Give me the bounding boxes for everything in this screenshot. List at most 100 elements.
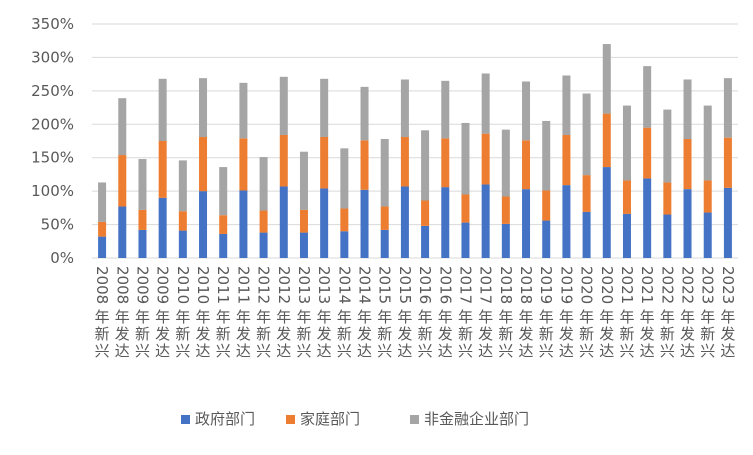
x-tick-label-year: 2013 — [295, 266, 313, 304]
x-tick-label-char: 年 — [216, 308, 231, 326]
x-tick-label-char: 发 — [599, 325, 614, 343]
x-tick-label-char: 年 — [720, 308, 735, 326]
bar-segment — [441, 138, 450, 188]
x-tick-label-char: 达 — [680, 342, 695, 360]
bar-segment — [562, 185, 571, 258]
bar-segment — [421, 130, 430, 201]
bar-segment — [178, 230, 187, 258]
x-tick-label-char: 兴 — [296, 342, 311, 360]
x-tick-label-char: 年 — [680, 308, 695, 326]
x-tick-label-char: 年 — [478, 308, 493, 326]
bar-segment — [340, 148, 349, 209]
bar-segment — [138, 159, 147, 210]
legend-swatch — [181, 415, 190, 424]
y-tick-label: 250% — [31, 82, 74, 100]
x-tick-label-year: 2012 — [275, 266, 293, 304]
x-tick-label-year: 2014 — [335, 266, 353, 304]
x-tick-label-char: 新 — [95, 325, 110, 343]
x-tick-label-char: 达 — [317, 342, 332, 360]
x-tick-label-char: 新 — [296, 325, 311, 343]
x-tick-label-char: 年 — [438, 308, 453, 326]
bar-segment — [703, 212, 712, 258]
bar-segment — [320, 136, 329, 189]
x-tick-label-char: 年 — [397, 308, 412, 326]
y-tick-label: 0% — [50, 249, 74, 267]
x-tick-label-char: 达 — [438, 342, 453, 360]
y-tick-label: 350% — [31, 15, 74, 33]
x-tick-label-char: 兴 — [175, 342, 190, 360]
bar-segment — [400, 79, 409, 137]
x-tick-label-char: 达 — [720, 342, 735, 360]
bar-segment — [118, 155, 127, 207]
x-tick-label-char: 年 — [619, 308, 634, 326]
x-tick-label-char: 年 — [115, 308, 130, 326]
gridlines — [92, 23, 738, 259]
bar-segment — [441, 80, 450, 139]
bar-segment — [340, 231, 349, 258]
x-tick-label-char: 达 — [115, 342, 130, 360]
x-tick-label-char: 达 — [519, 342, 534, 360]
x-tick-label-char: 达 — [559, 342, 574, 360]
bar-segment — [299, 209, 308, 233]
bar-segment — [138, 229, 147, 258]
bar-segment — [622, 180, 631, 214]
x-tick-label-year: 2011 — [234, 266, 252, 304]
x-tick-label-char: 新 — [135, 325, 150, 343]
x-tick-label-year: 2018 — [497, 266, 515, 304]
bar-segment — [663, 109, 672, 183]
x-tick-label-char: 兴 — [619, 342, 634, 360]
x-tick-label-char: 兴 — [377, 342, 392, 360]
bar-segment — [602, 167, 611, 258]
bar-segment — [562, 75, 571, 135]
x-tick-label-year: 2023 — [699, 266, 717, 304]
x-tick-label-char: 年 — [236, 308, 251, 326]
legend-swatch — [410, 415, 419, 424]
bar-segment — [562, 134, 571, 186]
bar-segment — [400, 186, 409, 258]
y-tick-label: 200% — [31, 115, 74, 133]
bar-segment — [602, 113, 611, 168]
x-tick-label-char: 发 — [236, 325, 251, 343]
bar-segment — [703, 180, 712, 213]
x-tick-label-char: 年 — [175, 308, 190, 326]
bar-segment — [622, 213, 631, 258]
x-tick-label-year: 2009 — [133, 266, 151, 304]
x-tick-label-char: 年 — [579, 308, 594, 326]
bar-segment — [239, 82, 248, 139]
x-tick-label-year: 2014 — [356, 266, 374, 304]
bar-segment — [360, 140, 369, 190]
x-tick-label-year: 2017 — [477, 266, 495, 304]
bar-segment — [98, 182, 107, 222]
bar-segment — [259, 232, 268, 258]
bar-segment — [522, 140, 531, 190]
x-tick-label-year: 2015 — [396, 266, 414, 304]
x-tick-label-char: 年 — [377, 308, 392, 326]
x-tick-label-char: 年 — [640, 308, 655, 326]
x-tick-label-year: 2019 — [537, 266, 555, 304]
x-tick-label-year: 2017 — [456, 266, 474, 304]
bar-segment — [421, 200, 430, 226]
x-tick-label-char: 新 — [700, 325, 715, 343]
x-tick-label-char: 新 — [377, 325, 392, 343]
x-tick-label-year: 2011 — [214, 266, 232, 304]
x-tick-label-char: 兴 — [498, 342, 513, 360]
x-tick-label-char: 新 — [337, 325, 352, 343]
x-tick-label-year: 2023 — [719, 266, 737, 304]
x-tick-label-year: 2010 — [194, 266, 212, 304]
x-tick-label-char: 兴 — [216, 342, 231, 360]
x-tick-label-char: 发 — [720, 325, 735, 343]
x-tick-label-year: 2008 — [93, 266, 111, 304]
bar-segment — [158, 141, 167, 198]
y-tick-label: 150% — [31, 149, 74, 167]
x-tick-label-year: 2009 — [154, 266, 172, 304]
x-tick-label-char: 发 — [397, 325, 412, 343]
x-tick-label-char: 年 — [418, 308, 433, 326]
x-tick-label-char: 新 — [619, 325, 634, 343]
x-tick-label-char: 新 — [539, 325, 554, 343]
x-tick-label-char: 年 — [276, 308, 291, 326]
x-tick-label-year: 2022 — [658, 266, 676, 304]
x-tick-label-char: 发 — [519, 325, 534, 343]
bar-segment — [199, 78, 208, 137]
x-tick-label-char: 发 — [559, 325, 574, 343]
bar-segment — [501, 223, 510, 258]
